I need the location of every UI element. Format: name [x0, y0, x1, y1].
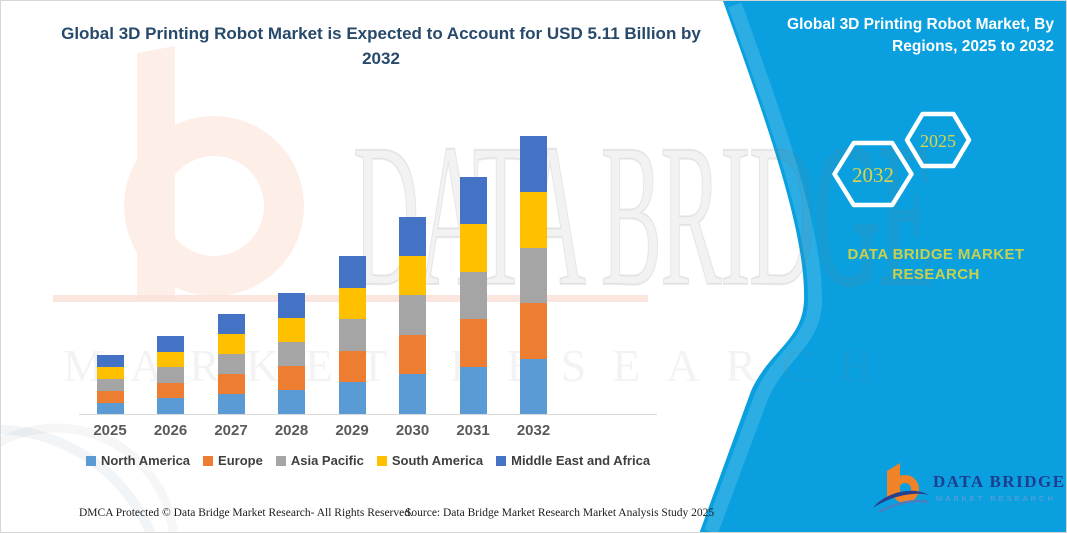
x-axis-tick-label: 2030 — [395, 422, 430, 439]
x-axis-tick-label: 2027 — [214, 422, 248, 439]
side-panel-shape — [699, 1, 1066, 532]
legend-item: Europe — [203, 453, 263, 468]
bar-segment — [96, 402, 124, 414]
legend-item: North America — [85, 453, 191, 468]
bar-segment — [96, 390, 124, 403]
bar-segment — [278, 293, 305, 318]
panel-brand-text: DATA BRIDGE MARKET RESEARCH — [847, 246, 1025, 283]
stacked-bar-2025 — [96, 354, 124, 414]
bar-segment — [459, 176, 487, 225]
bar-segment — [217, 353, 245, 374]
bar-segment — [338, 319, 366, 351]
legend-item: South America — [376, 453, 484, 468]
bar-segment — [278, 342, 305, 367]
legend-swatch-icon — [85, 455, 96, 466]
legend-item: Asia Pacific — [275, 453, 364, 468]
legend-label: North America — [100, 453, 191, 468]
bar-segment — [217, 373, 245, 394]
bar-segment — [338, 350, 366, 383]
page-title: Global 3D Printing Robot Market is Expec… — [61, 24, 701, 68]
bar-segment — [217, 313, 245, 334]
bar-segment — [520, 247, 547, 303]
footer-dmca-text: DMCA Protected © Data Bridge Market Rese… — [79, 507, 413, 519]
legend-swatch-icon — [376, 455, 387, 466]
bar-segment — [520, 358, 547, 414]
bar-segment — [459, 366, 487, 414]
bar-segment — [217, 333, 245, 354]
bar-segment — [338, 382, 366, 414]
bar-segment — [459, 272, 487, 320]
legend-label: Middle East and Africa — [511, 453, 651, 468]
hexagon-2032-badge: 2032 — [832, 140, 914, 208]
hexagon-badges: 2025 2032 — [832, 111, 972, 208]
hexagon-2025-label: 2025 — [920, 131, 956, 151]
bar-segment — [96, 366, 124, 379]
bar-segment — [278, 390, 305, 414]
legend-swatch-icon — [203, 455, 214, 466]
chart-legend: North America Europe Asia Pacific South Ame… — [79, 453, 657, 468]
bar-segment — [278, 366, 305, 391]
stacked-bar-2032 — [520, 136, 547, 414]
footer-source-text: Source: Data Bridge Market Research Mark… — [405, 507, 715, 519]
bar-segment — [96, 354, 124, 367]
bar-segment — [520, 192, 547, 248]
bar-segment — [157, 367, 184, 384]
x-axis-tick-label: 2026 — [153, 422, 188, 439]
stacked-bar-2027 — [217, 313, 245, 414]
dbmr-logo-name: DATA BRIDGE — [933, 472, 1066, 491]
legend-item: Middle East and Africa — [496, 453, 650, 468]
bar-segment — [96, 378, 124, 391]
bar-segment — [520, 136, 547, 192]
bar-segment — [399, 295, 426, 336]
x-axis-tick-label: 2025 — [93, 422, 127, 439]
hexagon-2025-badge: 2025 — [904, 111, 972, 169]
stacked-bar-2031 — [459, 176, 487, 414]
x-axis-tick-label: 2032 — [516, 422, 551, 439]
bar-segment — [157, 383, 184, 399]
bar-segment — [338, 287, 366, 320]
bar-segment — [399, 256, 426, 296]
legend-label: South America — [391, 453, 484, 468]
bar-segment — [520, 303, 547, 359]
bar-segment — [157, 398, 184, 414]
stacked-bar-2029 — [338, 255, 366, 414]
dbmr-logo-icon — [873, 463, 929, 514]
legend-label: Europe — [218, 453, 263, 468]
bar-segment — [399, 335, 426, 375]
stacked-bar-2026 — [157, 336, 184, 414]
bar-segment — [399, 374, 426, 414]
dbmr-logo-subtext: MARKET RESEARCH — [936, 494, 1056, 503]
hexagon-2032-label: 2032 — [852, 163, 894, 187]
bar-segment — [157, 336, 184, 353]
bar-segment — [399, 216, 426, 257]
x-axis-tick-label: 2028 — [274, 422, 309, 439]
x-axis-tick-label: 2031 — [456, 422, 490, 439]
bar-segment — [459, 319, 487, 367]
bar-segment — [157, 352, 184, 368]
legend-swatch-icon — [275, 455, 286, 466]
chart-plot — [79, 101, 657, 415]
x-axis-labels: 2025 2026 2027 2028 2029 2030 2031 2032 — [79, 422, 657, 442]
side-panel-title: Global 3D Printing Robot Market, By Regi… — [787, 16, 1054, 55]
stacked-bar-2028 — [278, 293, 305, 414]
bar-segment — [338, 255, 366, 288]
x-axis-tick-label: 2029 — [335, 422, 369, 439]
stacked-bar-2030 — [399, 216, 426, 414]
bar-segment — [217, 393, 245, 414]
legend-label: Asia Pacific — [290, 453, 364, 468]
bar-segment — [278, 317, 305, 343]
legend-swatch-icon — [496, 455, 507, 466]
bar-segment — [459, 224, 487, 273]
